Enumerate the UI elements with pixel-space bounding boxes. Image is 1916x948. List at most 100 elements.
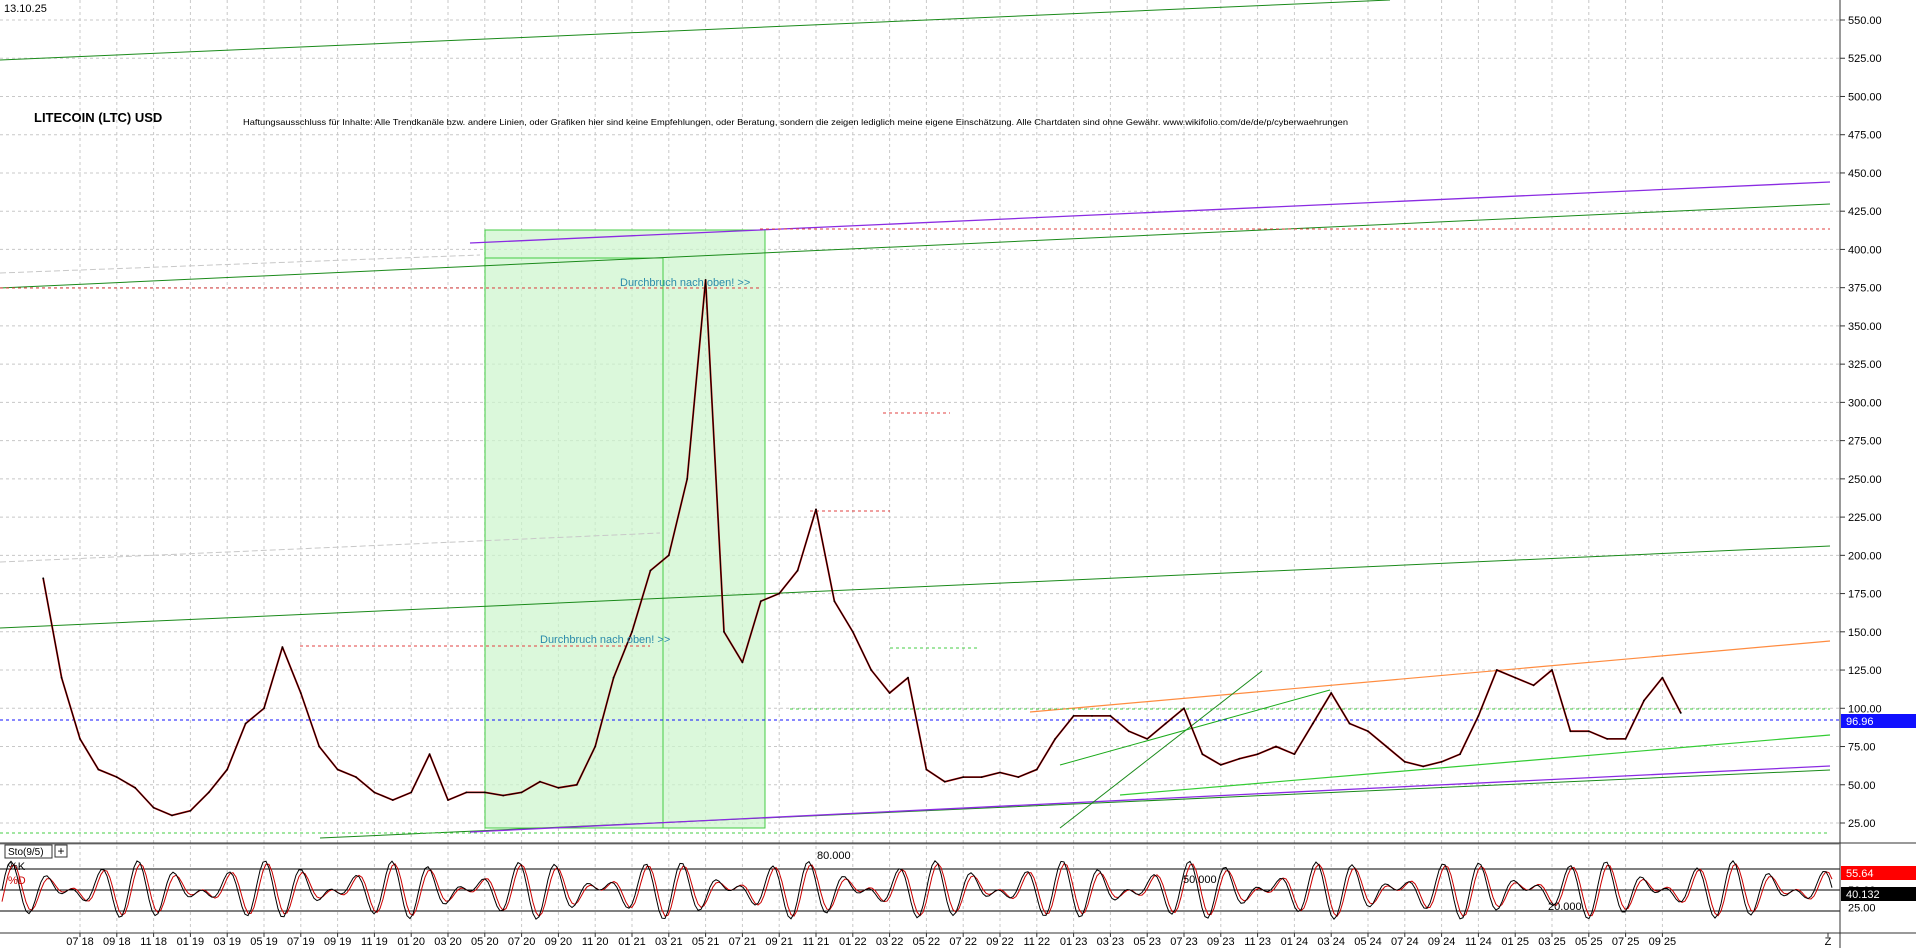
annotation-breakout-1: Durchbruch nach oben! >> — [620, 277, 750, 289]
price-point — [1495, 669, 1498, 671]
price-point — [999, 771, 1001, 774]
x-tick-label: 09 23 — [1207, 936, 1235, 948]
price-point — [189, 809, 192, 812]
price-point — [1035, 768, 1038, 771]
x-tick-label: 07 23 — [1170, 936, 1198, 948]
price-point — [97, 768, 100, 771]
price-point — [1256, 753, 1259, 756]
trend-line-grey-1 — [0, 254, 481, 274]
price-point — [539, 780, 541, 783]
x-tick-label: 05 23 — [1133, 936, 1161, 948]
price-point — [1017, 776, 1020, 779]
disclaimer-text: Haftungsausschluss für Inhalte: Alle Tre… — [243, 117, 1348, 127]
trend-line-orange — [1029, 640, 1831, 713]
x-tick-label: 07 24 — [1391, 936, 1419, 948]
price-point — [594, 745, 597, 748]
x-tick-label: 03 24 — [1317, 936, 1345, 948]
x-tick-label: 11 20 — [582, 936, 609, 948]
x-tick-label: 11 22 — [1023, 936, 1050, 948]
price-point — [575, 783, 578, 786]
price-point — [428, 753, 431, 756]
d-value-label: 40.132 — [1846, 889, 1880, 901]
highlight-box-inner — [484, 257, 664, 829]
x-tick-label: 09 25 — [1649, 936, 1677, 948]
trend-line-grey-2 — [0, 532, 661, 563]
price-point — [667, 554, 670, 557]
y-tick-label: 425.00 — [1848, 206, 1882, 218]
current-price-badge — [1841, 714, 1916, 728]
x-tick-label: 07 25 — [1612, 936, 1640, 948]
x-tick-label: 03 25 — [1538, 936, 1566, 948]
x-tick-label: 01 24 — [1281, 936, 1309, 948]
price-point — [152, 806, 155, 809]
price-point — [42, 577, 45, 580]
price-point — [115, 776, 118, 779]
price-point — [723, 630, 725, 633]
price-point — [962, 776, 965, 779]
price-point — [1679, 712, 1682, 714]
trend-line-light-green — [1119, 734, 1831, 796]
price-point — [1367, 730, 1369, 733]
price-point — [1551, 669, 1553, 671]
price-point — [1587, 730, 1590, 733]
price-point — [1127, 730, 1130, 733]
price-point — [483, 791, 486, 794]
price-point — [1385, 745, 1388, 748]
x-tick-label: 07 22 — [949, 936, 977, 948]
y-tick-label: 150.00 — [1848, 627, 1882, 639]
x-tick-label: 03 22 — [876, 936, 904, 948]
price-point — [1606, 737, 1609, 740]
k-value-label: 55.64 — [1846, 868, 1874, 880]
x-tick-label: 09 24 — [1428, 936, 1456, 948]
y-tick-label: 350.00 — [1848, 321, 1882, 333]
x-tick-label: 01 23 — [1060, 936, 1088, 948]
y-tick-label: 375.00 — [1848, 283, 1882, 295]
price-point — [373, 791, 376, 794]
price-point — [318, 745, 321, 748]
price-point — [134, 786, 137, 789]
y-tick-label: 75.00 — [1848, 742, 1876, 754]
y-tick-label: 125.00 — [1848, 665, 1882, 677]
price-point — [1459, 753, 1461, 756]
x-tick-label: 11 23 — [1244, 936, 1271, 948]
k-value-badge — [1841, 866, 1916, 880]
price-point — [1348, 722, 1351, 725]
trend-line-mid — [1059, 689, 1331, 766]
x-tick-label: 05 19 — [250, 936, 278, 948]
x-tick-label: 05 20 — [471, 936, 499, 948]
price-point — [263, 707, 265, 710]
x-tick-label: 11 24 — [1465, 936, 1492, 948]
y-tick-label: 275.00 — [1848, 436, 1882, 448]
price-point — [1238, 757, 1241, 760]
y-tick-label: 175.00 — [1848, 589, 1882, 601]
date-label: 13.10.25 — [4, 3, 47, 15]
price-series — [42, 279, 1682, 817]
price-point — [704, 279, 707, 281]
x-tick-label: 01 20 — [397, 936, 425, 948]
price-point — [244, 722, 247, 725]
price-point — [1440, 760, 1443, 763]
x-tick-label: 07 20 — [508, 936, 536, 948]
add-indicator-button[interactable] — [54, 844, 68, 858]
drawing-tools — [0, 0, 1840, 839]
stochastic-header: Sto(9/5) + %K %D 80.000 50.000 20.000 — [4, 844, 1582, 913]
y-tick-label: 450.00 — [1848, 168, 1882, 180]
x-tick-label: 05 25 — [1575, 936, 1603, 948]
price-point — [502, 794, 505, 797]
price-point — [1514, 676, 1517, 679]
price-point — [631, 630, 633, 633]
price-point — [1293, 753, 1296, 756]
price-point — [1661, 676, 1664, 679]
x-tick-label: 07 18 — [66, 936, 94, 948]
price-point — [410, 791, 413, 794]
annotation-breakout-2: Durchbruch nach oben! >> — [540, 634, 670, 646]
price-point — [778, 592, 781, 595]
price-point — [1072, 715, 1075, 717]
y-tick-label: 100.00 — [1848, 703, 1882, 715]
price-point — [888, 692, 891, 694]
price-point — [1477, 715, 1480, 717]
x-tick-label: 11 19 — [361, 936, 388, 948]
price-point — [686, 477, 689, 480]
price-point — [557, 786, 560, 789]
